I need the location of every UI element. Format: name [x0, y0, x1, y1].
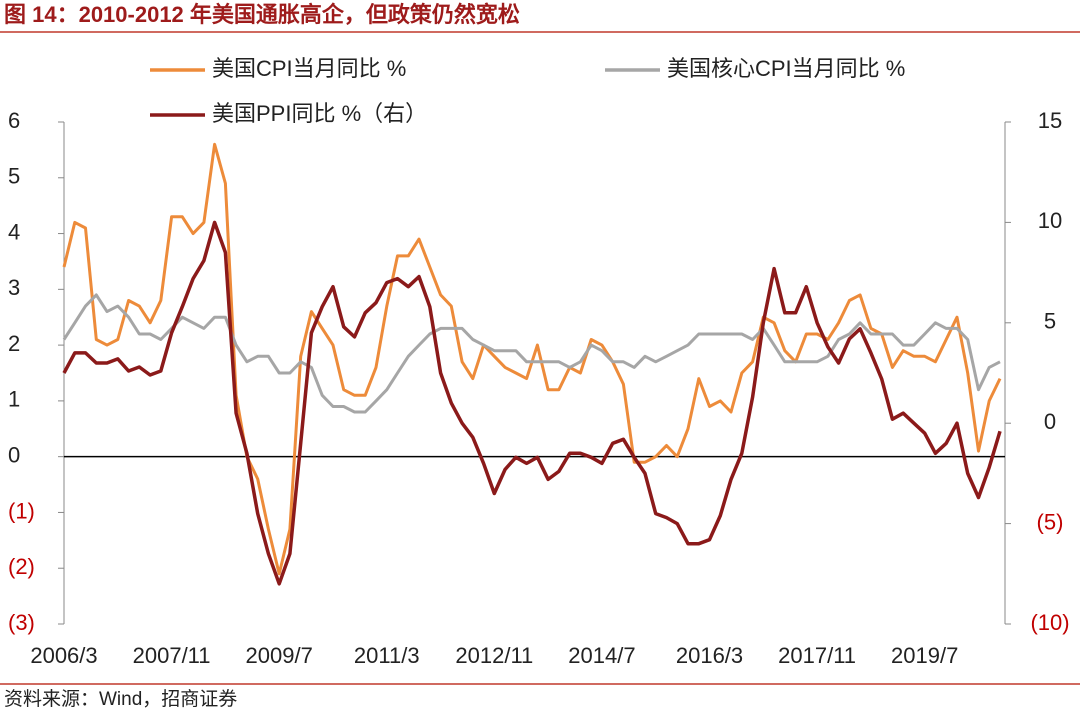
y-tick-label: (2)	[8, 554, 35, 579]
y-tick-label: 5	[8, 164, 20, 189]
chart-title: 图 14：2010-2012 年美国通胀高企，但政策仍然宽松	[4, 2, 520, 27]
y-tick-label: 6	[8, 108, 20, 133]
series-line	[62, 293, 1001, 414]
x-tick-label: 2016/3	[676, 643, 743, 668]
x-tick-label: 2006/3	[30, 643, 97, 668]
legend-label: 美国核心CPI当月同比 %	[667, 56, 905, 81]
x-tick-label: 2009/7	[246, 643, 313, 668]
x-tick-label: 2012/11	[455, 643, 533, 668]
series-line	[62, 220, 1002, 586]
legend-label: 美国PPI同比 %（右）	[212, 101, 427, 126]
x-tick-label: 2019/7	[891, 643, 958, 668]
x-tick-label: 2017/11	[778, 643, 856, 668]
legend-label: 美国CPI当月同比 %	[212, 56, 406, 81]
y2-tick-label: 15	[1038, 108, 1062, 133]
y-tick-label: 3	[8, 275, 20, 300]
y-tick-label: (3)	[8, 610, 35, 635]
y-tick-label: 4	[8, 219, 20, 244]
y-tick-label: 2	[8, 331, 20, 356]
y-tick-label: 1	[8, 387, 20, 412]
y-tick-label: (1)	[8, 498, 35, 523]
x-tick-label: 2011/3	[354, 643, 420, 668]
x-tick-label: 2014/7	[568, 643, 635, 668]
y2-tick-label: 5	[1044, 309, 1056, 334]
y2-tick-label: 0	[1044, 409, 1056, 434]
y2-tick-label: (10)	[1030, 610, 1069, 635]
series-line	[62, 142, 1002, 576]
y2-tick-label: (5)	[1037, 509, 1064, 534]
source: 资料来源：Wind，招商证券	[4, 688, 237, 710]
y-tick-label: 0	[8, 442, 20, 467]
x-tick-label: 2007/11	[133, 643, 211, 668]
y2-tick-label: 10	[1038, 208, 1062, 233]
